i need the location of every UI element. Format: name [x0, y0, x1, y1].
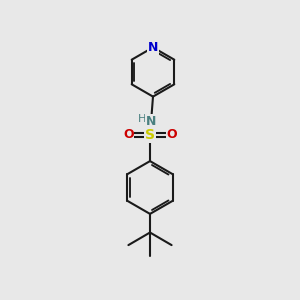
Text: N: N	[146, 115, 156, 128]
Text: N: N	[148, 41, 158, 54]
Text: H: H	[137, 114, 146, 124]
Text: O: O	[123, 128, 134, 142]
Text: O: O	[166, 128, 177, 142]
Text: S: S	[145, 128, 155, 142]
